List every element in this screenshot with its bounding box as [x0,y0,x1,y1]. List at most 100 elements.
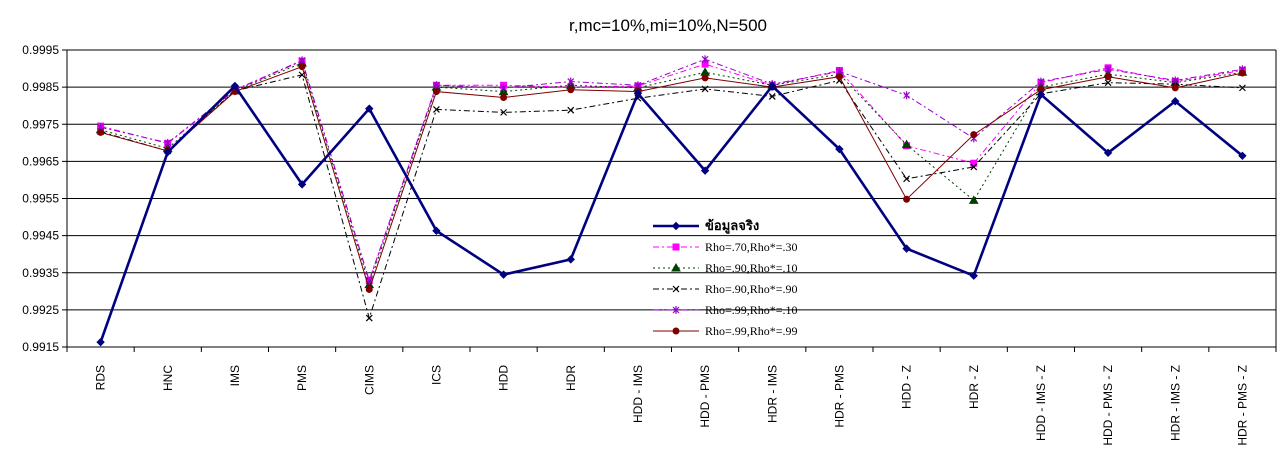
legend-label: Rho=.99,Rho*=.99 [705,324,798,338]
data-point [968,195,979,204]
x-tick-label: HDD - IMS - Z [1034,365,1048,441]
legend-label: ข้อมูลจริง [705,218,759,234]
legend-marker [672,306,680,314]
data-point [96,337,105,347]
data-point [1238,69,1246,77]
data-point [701,74,709,82]
data-point [298,56,306,65]
data-point [1104,65,1112,74]
data-point [1238,84,1246,92]
data-point [1104,79,1112,87]
y-tick-label: 0.9955 [22,192,59,206]
legend-label: Rho=.99,Rho*=.10 [705,303,798,317]
legend: ข้อมูลจริง Rho=.70,Rho*=.30 Rho=.90,Rho*=.… [653,218,798,338]
legend-marker [671,262,681,272]
data-point [902,244,911,253]
y-tick-label: 0.9915 [22,340,59,354]
data-point [1171,76,1179,85]
x-tick-label: HDD - IMS [631,365,645,423]
series-5 [97,55,1246,285]
data-point [500,83,508,92]
marker-stroke [500,108,508,116]
data-point [432,88,440,96]
x-tick-label: CIMS [362,365,376,395]
x-tick-labels: RDS HNC IMS PMS CIMS ICS HDD HDR HDD - IMS HDD - … [94,365,1250,446]
gridlines [67,49,1276,348]
marker-stroke [903,175,911,183]
legend-label: Rho=.90,Rho*=.90 [705,282,798,296]
chart-title: r,mc=10%,mi=10%,N=500 [569,16,767,35]
legend-entry-4: Rho=.90,Rho*=.90 [653,282,798,296]
x-tick-label: ICS [429,365,443,385]
data-point [701,85,709,93]
data-point [1036,90,1046,99]
data-point [1104,73,1112,81]
legend-entry-2: Rho=.70,Rho*=.30 [653,240,798,254]
marker-stroke [432,105,440,113]
x-tick-label: HDR [564,365,578,391]
data-point [1171,97,1180,106]
legend-label: Rho=.70,Rho*=.30 [705,240,798,254]
marker-stroke [567,106,575,114]
x-tick-label: IMS [228,365,242,386]
data-point [500,94,508,102]
series-line [99,83,1244,343]
data-point [903,175,911,183]
x-tick-label: HDD - Z [900,365,914,409]
series-line [100,60,1243,282]
data-point [901,139,912,149]
data-point [297,180,307,189]
data-point [97,128,105,136]
marker-stroke [365,314,373,322]
x-tick-label: HDD [497,365,511,391]
series-line [100,74,1243,320]
y-tick-label: 0.9965 [22,154,59,168]
y-tick-label: 0.9975 [22,117,59,131]
legend-marker [672,285,680,293]
data-point [432,226,441,236]
data-point [701,55,709,64]
data-point [432,81,440,90]
y-tick-label: 0.9935 [22,266,59,280]
legend-marker [672,243,680,251]
data-point [567,77,575,86]
y-tick-label: 0.9995 [22,43,59,57]
data-point [230,81,240,91]
marker-stroke [768,92,776,100]
legend-marker [672,327,680,335]
series-1 [96,81,1247,347]
marker-stroke [970,163,978,171]
data-point [566,255,575,264]
data-point [432,105,440,113]
data-point [903,195,911,203]
legend-marker [671,221,681,231]
x-tick-label: PMS [295,365,309,391]
data-point [1171,84,1179,92]
series-2 [97,57,1246,284]
data-point [700,166,710,175]
data-point [298,63,306,71]
y-tick-labels: 0.9995 0.9985 0.9975 0.9965 0.9955 0.9945 0.99… [22,43,59,354]
y-tick-label: 0.9925 [22,303,59,317]
data-point [1103,148,1113,158]
x-tick-label: HNC [161,365,175,391]
data-point [835,73,843,81]
data-point [634,81,642,90]
data-point [1238,151,1247,161]
data-point [970,163,978,171]
data-point [567,86,575,94]
series-6 [97,63,1246,293]
y-tick-label: 0.9945 [22,229,59,243]
data-point [970,131,978,139]
x-tick-label: HDR - IMS - Z [1168,365,1182,441]
data-point [500,108,508,116]
legend-entry-5: Rho=.99,Rho*=.10 [653,303,798,317]
data-point [365,285,373,293]
data-point [365,314,373,322]
series-4 [97,71,1246,322]
marker-stroke [1104,79,1112,87]
x-tick-label: HDD - PMS [698,365,712,428]
series-group [95,55,1248,347]
data-point [903,91,911,100]
legend-entry-6: Rho=.99,Rho*=.99 [653,324,798,338]
